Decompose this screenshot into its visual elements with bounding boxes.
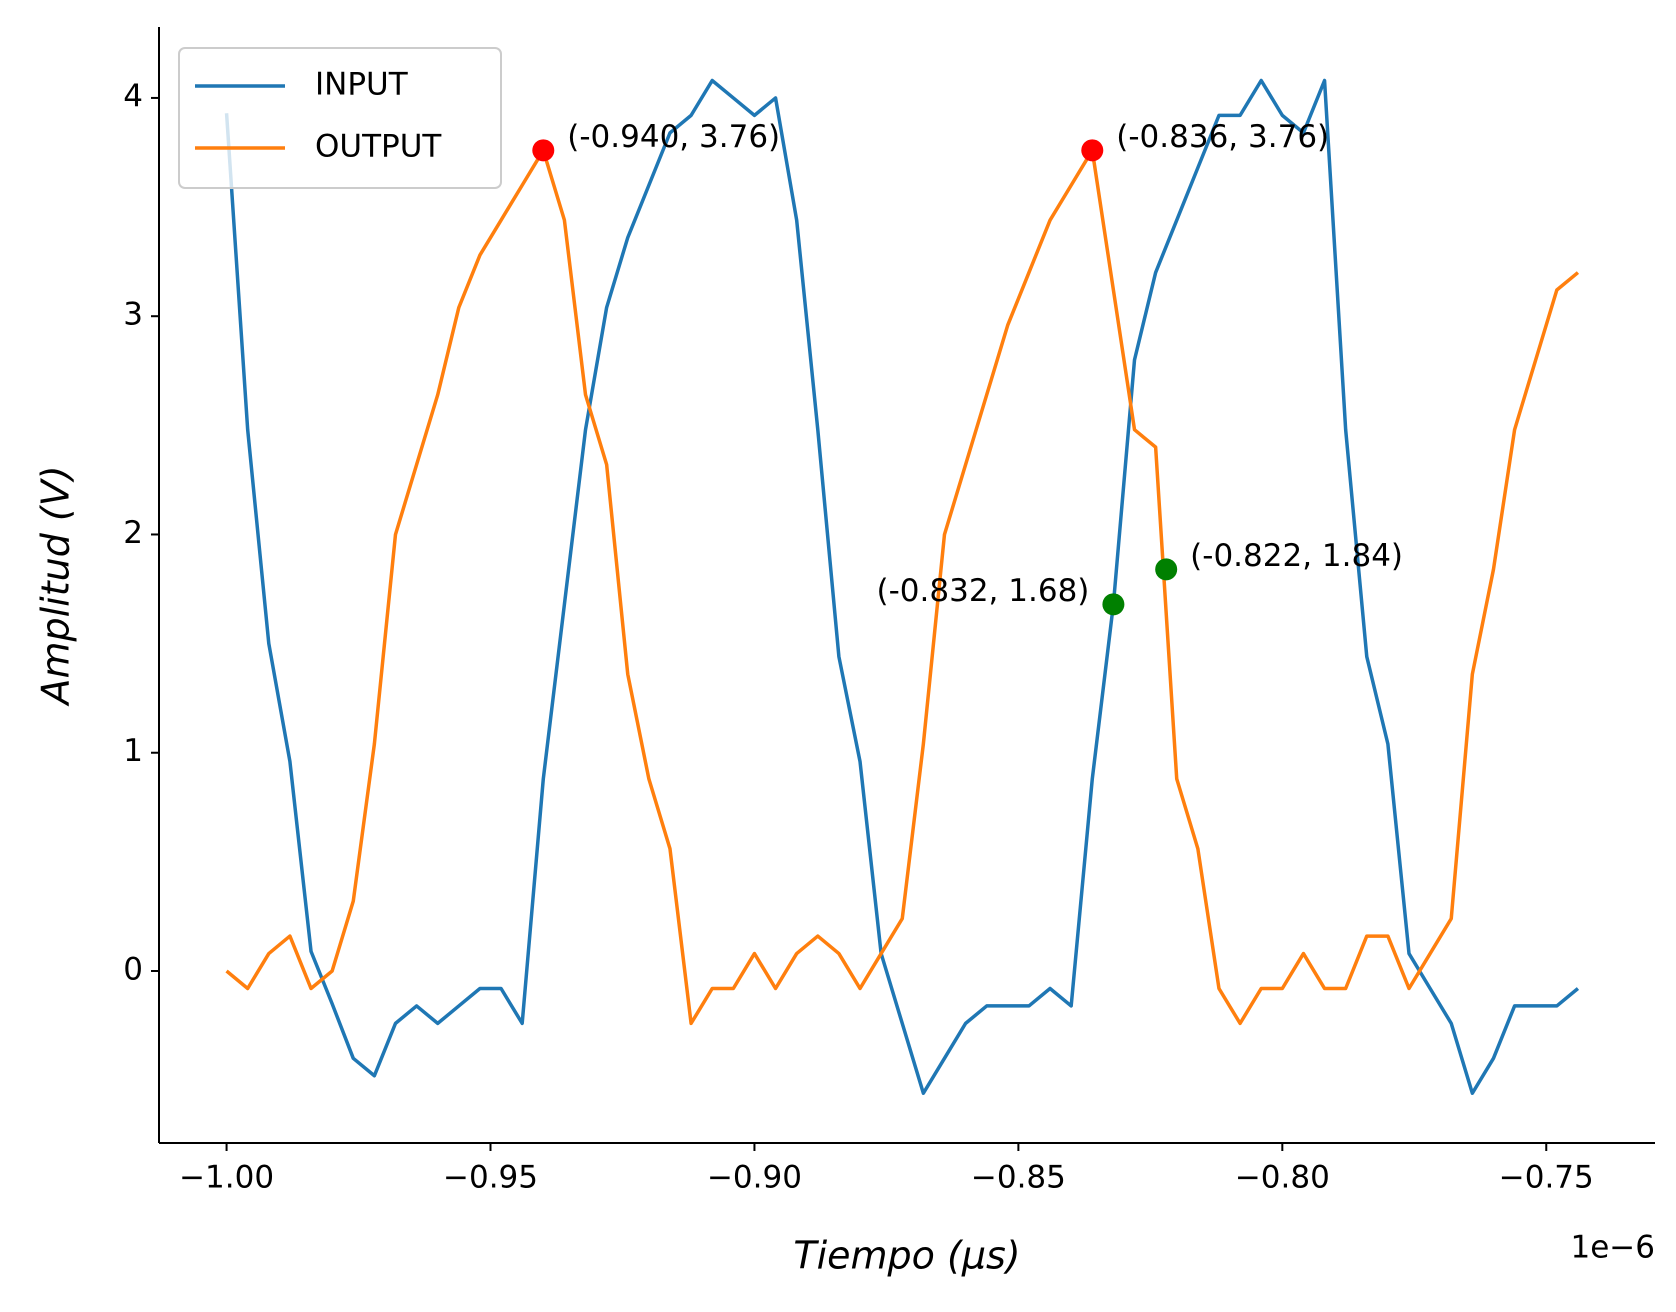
- x-tick-label: −0.80: [1235, 1160, 1330, 1196]
- legend-box: [178, 47, 502, 189]
- y-tick-label: 0: [123, 952, 143, 988]
- y-tick-label: 1: [123, 733, 143, 769]
- x-tick-label: −1.00: [179, 1160, 274, 1196]
- x-offset-text: 1e−6: [1571, 1230, 1656, 1266]
- x-tick-label: −0.90: [707, 1160, 802, 1196]
- series-line: [225, 148, 1580, 1026]
- x-axis-label: Tiempo (µs): [793, 1234, 1020, 1278]
- annotation-label: (-0.832, 1.68): [877, 573, 1090, 609]
- annotation-point: [1081, 139, 1104, 162]
- y-tick-label: 3: [123, 297, 143, 333]
- y-tick-label: 2: [123, 515, 143, 551]
- y-axis-label: Amplitud (V): [34, 465, 78, 707]
- x-tick-label: −0.85: [971, 1160, 1066, 1196]
- x-tick-label: −0.95: [443, 1160, 538, 1196]
- legend-label: OUTPUT: [315, 129, 442, 165]
- series-line: [224, 78, 1580, 1095]
- annotation-point: [1102, 593, 1125, 616]
- y-tick-label: 4: [123, 78, 143, 114]
- annotation-label: (-0.822, 1.84): [1190, 538, 1403, 574]
- annotation-point: [1155, 558, 1178, 581]
- annotation-point: [532, 139, 555, 162]
- annotation-label: (-0.940, 3.76): [567, 119, 780, 155]
- annotation-label: (-0.836, 3.76): [1116, 119, 1329, 155]
- legend-label: INPUT: [315, 67, 409, 103]
- x-tick-label: −0.75: [1499, 1160, 1594, 1196]
